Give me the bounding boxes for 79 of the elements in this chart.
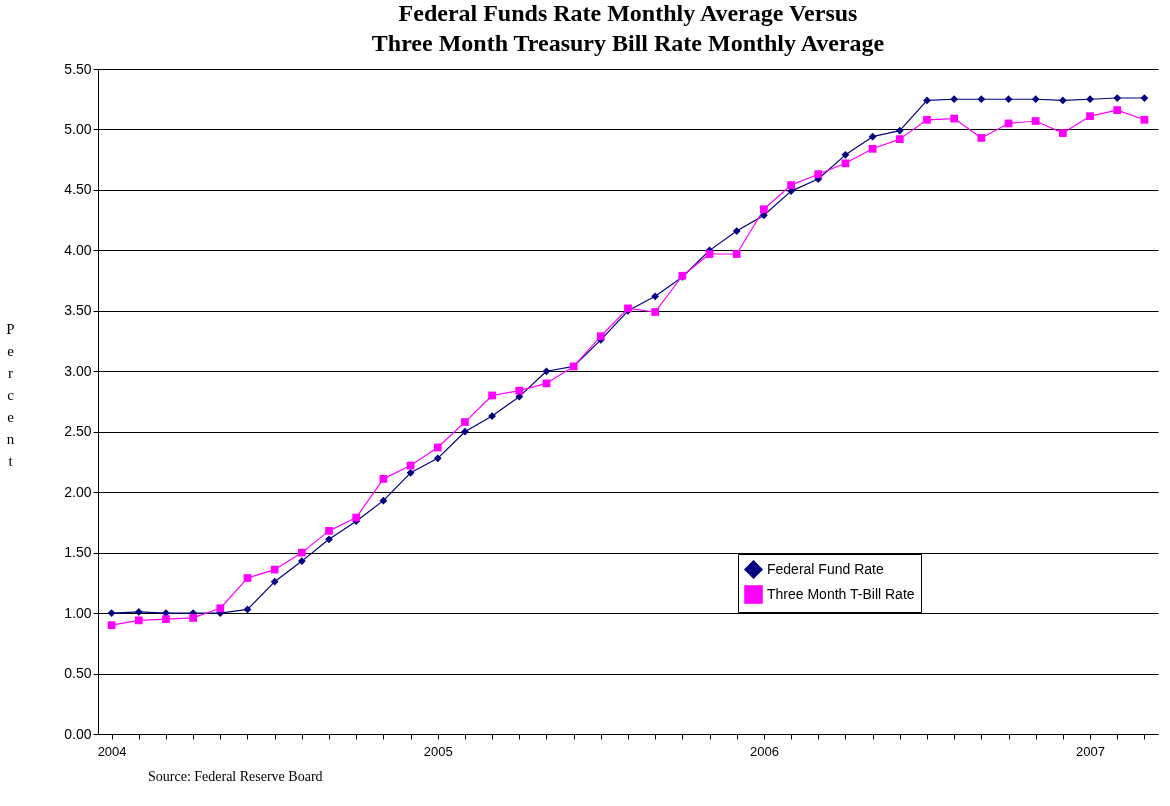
source-note: Source: Federal Reserve Board bbox=[148, 769, 323, 784]
point bbox=[515, 386, 524, 395]
point bbox=[488, 391, 496, 400]
point bbox=[1140, 115, 1149, 124]
point bbox=[433, 443, 442, 452]
x-tick-label: 2007 bbox=[1076, 743, 1106, 759]
x-tick-label: 2004 bbox=[97, 743, 127, 759]
point bbox=[1086, 95, 1094, 104]
point bbox=[977, 95, 986, 104]
point bbox=[461, 418, 469, 426]
point bbox=[950, 114, 959, 123]
point bbox=[270, 565, 279, 574]
x-tick-label: 2005 bbox=[423, 743, 453, 759]
y-tick-label: 1.50 bbox=[64, 544, 92, 561]
point bbox=[705, 250, 714, 258]
point bbox=[107, 621, 116, 630]
y-tick-label: 2.50 bbox=[64, 423, 92, 440]
point bbox=[216, 604, 225, 613]
point bbox=[1113, 106, 1122, 114]
point bbox=[732, 250, 741, 258]
point bbox=[270, 577, 279, 586]
y-axis-title: Percent bbox=[6, 321, 15, 469]
point bbox=[134, 608, 143, 616]
point bbox=[841, 150, 850, 159]
point bbox=[868, 132, 877, 141]
point bbox=[868, 144, 877, 153]
text: Federal Funds Rate Monthly Average Versus bbox=[398, 0, 858, 26]
point bbox=[1031, 95, 1040, 104]
point bbox=[923, 115, 931, 124]
point bbox=[107, 609, 116, 617]
point bbox=[297, 548, 306, 557]
point bbox=[1059, 96, 1067, 105]
y-tick-label: 3.00 bbox=[64, 362, 92, 379]
y-tick-label: 0.50 bbox=[64, 665, 92, 682]
point bbox=[651, 292, 660, 301]
point bbox=[977, 134, 986, 142]
point bbox=[1059, 129, 1067, 137]
point bbox=[895, 135, 904, 143]
point bbox=[841, 159, 850, 168]
point bbox=[352, 513, 361, 522]
point bbox=[787, 181, 795, 189]
point bbox=[732, 227, 741, 235]
point bbox=[406, 468, 415, 477]
point bbox=[134, 616, 143, 625]
point bbox=[243, 574, 252, 582]
point bbox=[189, 614, 197, 622]
y-tick-label: 5.50 bbox=[64, 60, 92, 77]
y-tick-label: 4.50 bbox=[64, 181, 92, 198]
legend-label: Federal Fund Rate bbox=[767, 560, 884, 577]
point bbox=[1113, 94, 1122, 102]
point bbox=[461, 427, 469, 436]
point bbox=[1031, 117, 1040, 125]
point bbox=[433, 454, 442, 463]
point bbox=[542, 379, 551, 388]
point bbox=[379, 496, 388, 505]
point bbox=[760, 205, 768, 214]
y-tick-label: 4.00 bbox=[64, 241, 92, 258]
point bbox=[923, 96, 931, 105]
point bbox=[814, 170, 823, 179]
point bbox=[325, 527, 333, 535]
point bbox=[895, 126, 904, 135]
legend-label: Three Month T-Bill Rate bbox=[767, 585, 915, 602]
point bbox=[325, 535, 333, 544]
point bbox=[950, 95, 959, 104]
point bbox=[1140, 94, 1149, 102]
point bbox=[542, 367, 551, 376]
point bbox=[162, 615, 170, 624]
y-tick-label: 5.00 bbox=[64, 120, 92, 137]
y-tick-label: 3.50 bbox=[64, 302, 92, 319]
y-tick-label: 2.00 bbox=[64, 483, 92, 500]
y-tick-label: 1.00 bbox=[64, 604, 92, 621]
point bbox=[1004, 95, 1013, 104]
x-tick-label: 2006 bbox=[749, 743, 779, 759]
point bbox=[651, 308, 660, 316]
point bbox=[379, 475, 388, 483]
point bbox=[1086, 112, 1094, 121]
point bbox=[297, 557, 306, 565]
y-tick-label: 0.00 bbox=[64, 725, 92, 742]
text: Three Month Treasury Bill Rate Monthly Average bbox=[371, 30, 885, 56]
